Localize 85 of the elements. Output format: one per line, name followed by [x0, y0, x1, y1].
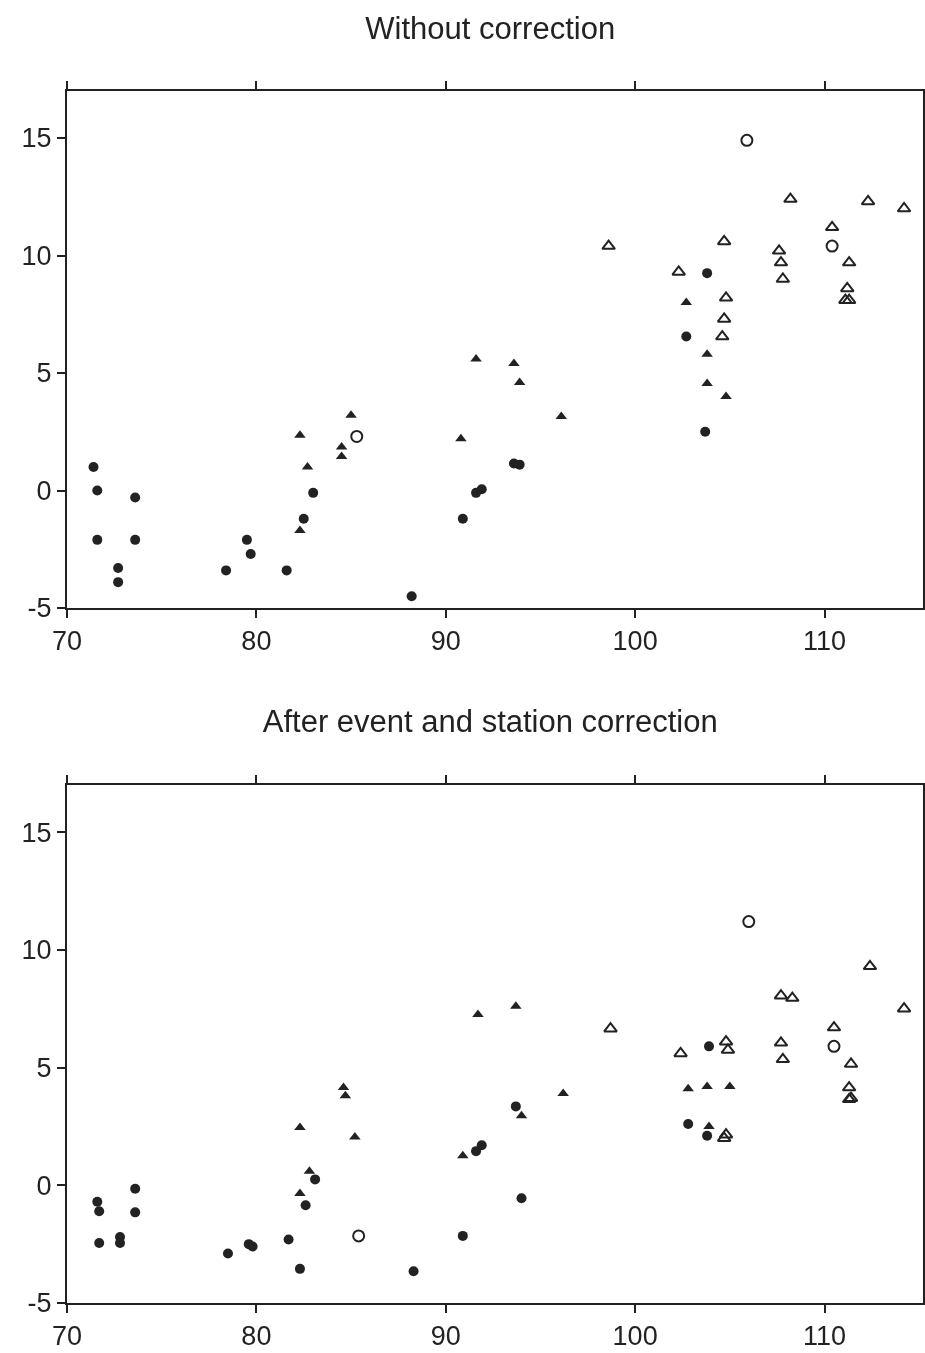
x-tick-label: 100 [612, 1321, 658, 1352]
y-tick-label: 15 [21, 123, 52, 154]
y-tick-label: 10 [21, 935, 52, 966]
point [702, 1130, 713, 1141]
point [838, 293, 853, 304]
point [682, 1083, 694, 1092]
x-tick-label: 80 [241, 626, 272, 657]
point [294, 1188, 306, 1197]
point [94, 1237, 105, 1248]
point [130, 1183, 141, 1194]
y-tick-label: 0 [36, 1170, 52, 1201]
point [455, 433, 467, 442]
point [283, 1234, 294, 1245]
x-tick-label: 110 [803, 1321, 847, 1352]
point [827, 1039, 841, 1053]
point [130, 492, 141, 503]
point [92, 534, 103, 545]
y-tick-label: -5 [27, 1288, 52, 1319]
point [783, 192, 798, 203]
point [683, 1119, 694, 1130]
point [700, 426, 711, 437]
point [350, 429, 364, 443]
y-tick-label: 5 [36, 358, 52, 389]
point [516, 1193, 527, 1204]
point [113, 577, 124, 588]
point [352, 1229, 366, 1243]
y-tick-label: 10 [21, 240, 52, 271]
point [298, 513, 309, 524]
point [476, 484, 487, 495]
point [716, 234, 732, 246]
point [862, 959, 878, 971]
point [681, 331, 692, 342]
y-tick-label: 5 [36, 1053, 52, 1083]
point [130, 1207, 141, 1218]
point [300, 1200, 311, 1211]
point [476, 1140, 487, 1151]
point [701, 378, 713, 387]
point [860, 194, 876, 206]
point [510, 1101, 521, 1112]
point [92, 1196, 103, 1207]
point [702, 268, 713, 279]
x-tick-label: 70 [51, 626, 83, 657]
point [294, 1263, 305, 1274]
point [222, 1248, 233, 1259]
point [471, 1146, 482, 1157]
point [601, 239, 616, 250]
x-tick-label: 90 [430, 1321, 461, 1352]
point [88, 462, 99, 472]
chart-title: Without correction [365, 10, 616, 46]
point [221, 565, 232, 576]
point [824, 220, 840, 232]
point [839, 281, 855, 293]
point [294, 1122, 306, 1131]
point [457, 513, 468, 524]
point [406, 591, 417, 602]
y-tick-label: 0 [36, 475, 52, 506]
point [245, 548, 256, 559]
point [508, 358, 520, 367]
point [92, 485, 103, 496]
point [673, 1046, 688, 1058]
point [310, 1174, 321, 1185]
y-tick-label: -5 [27, 593, 52, 624]
point [247, 1241, 258, 1252]
point [130, 534, 141, 545]
point [241, 534, 252, 545]
point [94, 1206, 105, 1217]
point [308, 487, 319, 498]
point [740, 133, 754, 147]
x-tick-label: 100 [612, 626, 658, 657]
point [457, 1150, 469, 1159]
point [457, 1230, 468, 1241]
chart-title: After event and station correction [262, 703, 718, 739]
x-tick-label: 70 [51, 1321, 83, 1352]
point [603, 1022, 618, 1033]
point [113, 563, 124, 574]
point [281, 565, 292, 576]
x-tick-label: 80 [241, 1321, 272, 1352]
point [704, 1041, 714, 1052]
point [408, 1266, 419, 1277]
x-tick-label: 110 [803, 626, 847, 657]
point [472, 1009, 484, 1018]
point [775, 1052, 791, 1064]
x-tick-label: 90 [430, 626, 461, 657]
point [825, 239, 839, 253]
y-tick-label: 15 [21, 817, 52, 848]
